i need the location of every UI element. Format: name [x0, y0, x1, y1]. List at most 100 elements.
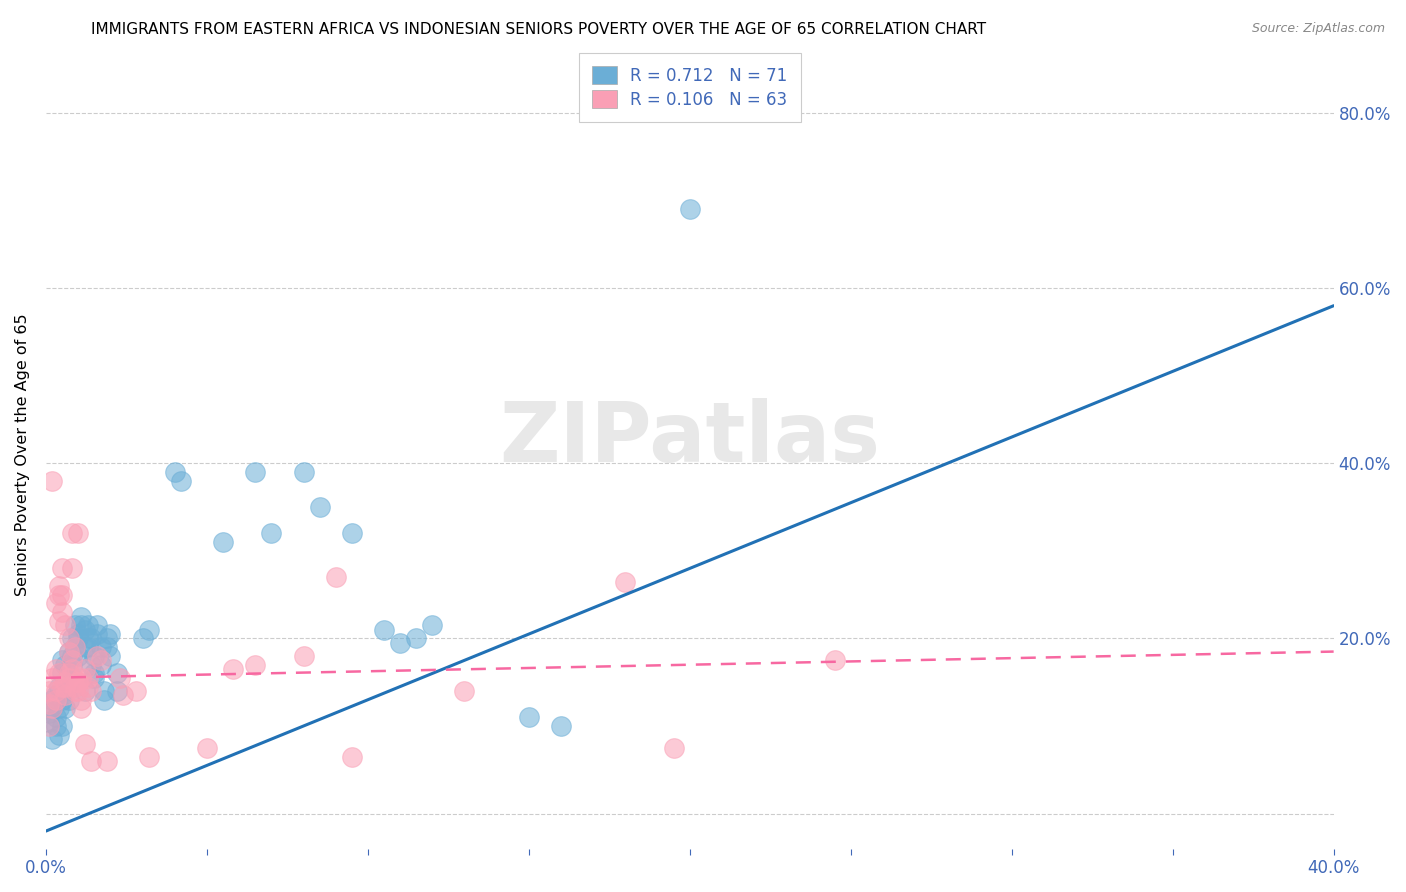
Point	[51, 561, 73, 575]
Point	[67, 648, 90, 663]
Point	[131, 632, 153, 646]
Point	[48, 666, 70, 681]
Point	[105, 666, 128, 681]
Point	[662, 740, 685, 755]
Point	[48, 614, 70, 628]
Point	[63, 640, 86, 655]
Point	[389, 636, 412, 650]
Point	[80, 632, 103, 646]
Point	[76, 680, 98, 694]
Point	[108, 671, 131, 685]
Point	[58, 644, 80, 658]
Point	[38, 684, 60, 698]
Point	[96, 632, 118, 646]
Point	[38, 697, 60, 711]
Point	[51, 666, 73, 681]
Point	[73, 662, 96, 676]
Point	[245, 657, 267, 672]
Point	[58, 632, 80, 646]
Point	[41, 701, 63, 715]
Point	[453, 684, 475, 698]
Point	[96, 754, 118, 768]
Point	[53, 701, 76, 715]
Point	[38, 719, 60, 733]
Point	[90, 653, 112, 667]
Point	[308, 500, 330, 514]
Point	[73, 640, 96, 655]
Point	[70, 609, 93, 624]
Point	[98, 627, 121, 641]
Point	[48, 588, 70, 602]
Point	[73, 684, 96, 698]
Point	[98, 648, 121, 663]
Point	[53, 680, 76, 694]
Point	[373, 623, 395, 637]
Point	[58, 666, 80, 681]
Point	[38, 706, 60, 720]
Point	[292, 648, 315, 663]
Point	[67, 526, 90, 541]
Text: Source: ZipAtlas.com: Source: ZipAtlas.com	[1251, 22, 1385, 36]
Point	[48, 701, 70, 715]
Point	[58, 666, 80, 681]
Point	[96, 640, 118, 655]
Point	[67, 675, 90, 690]
Legend: R = 0.712   N = 71, R = 0.106   N = 63: R = 0.712 N = 71, R = 0.106 N = 63	[579, 54, 801, 122]
Point	[70, 692, 93, 706]
Point	[80, 684, 103, 698]
Point	[105, 684, 128, 698]
Point	[58, 644, 80, 658]
Point	[67, 627, 90, 641]
Point	[163, 465, 186, 479]
Point	[614, 574, 637, 589]
Point	[53, 675, 76, 690]
Point	[83, 666, 105, 681]
Point	[292, 465, 315, 479]
Point	[63, 640, 86, 655]
Point	[340, 749, 363, 764]
Point	[63, 684, 86, 698]
Point	[38, 714, 60, 729]
Point	[51, 653, 73, 667]
Point	[67, 632, 90, 646]
Point	[325, 570, 347, 584]
Point	[221, 662, 243, 676]
Point	[90, 640, 112, 655]
Point	[195, 740, 218, 755]
Point	[73, 623, 96, 637]
Point	[41, 671, 63, 685]
Point	[51, 719, 73, 733]
Point	[51, 605, 73, 619]
Point	[45, 684, 67, 698]
Point	[93, 684, 115, 698]
Point	[340, 526, 363, 541]
Point	[83, 671, 105, 685]
Point	[83, 648, 105, 663]
Point	[138, 749, 160, 764]
Point	[45, 689, 67, 703]
Point	[41, 732, 63, 747]
Point	[212, 535, 235, 549]
Point	[58, 671, 80, 685]
Point	[679, 202, 702, 217]
Point	[420, 618, 443, 632]
Point	[60, 632, 83, 646]
Point	[67, 675, 90, 690]
Text: IMMIGRANTS FROM EASTERN AFRICA VS INDONESIAN SENIORS POVERTY OVER THE AGE OF 65 : IMMIGRANTS FROM EASTERN AFRICA VS INDONE…	[91, 22, 987, 37]
Point	[60, 657, 83, 672]
Point	[60, 561, 83, 575]
Point	[45, 719, 67, 733]
Y-axis label: Seniors Poverty Over the Age of 65: Seniors Poverty Over the Age of 65	[15, 313, 30, 596]
Point	[60, 648, 83, 663]
Point	[48, 728, 70, 742]
Point	[60, 526, 83, 541]
Point	[405, 632, 427, 646]
Point	[93, 692, 115, 706]
Point	[67, 684, 90, 698]
Point	[41, 692, 63, 706]
Point	[45, 596, 67, 610]
Point	[45, 692, 67, 706]
Point	[138, 623, 160, 637]
Point	[51, 588, 73, 602]
Point	[245, 465, 267, 479]
